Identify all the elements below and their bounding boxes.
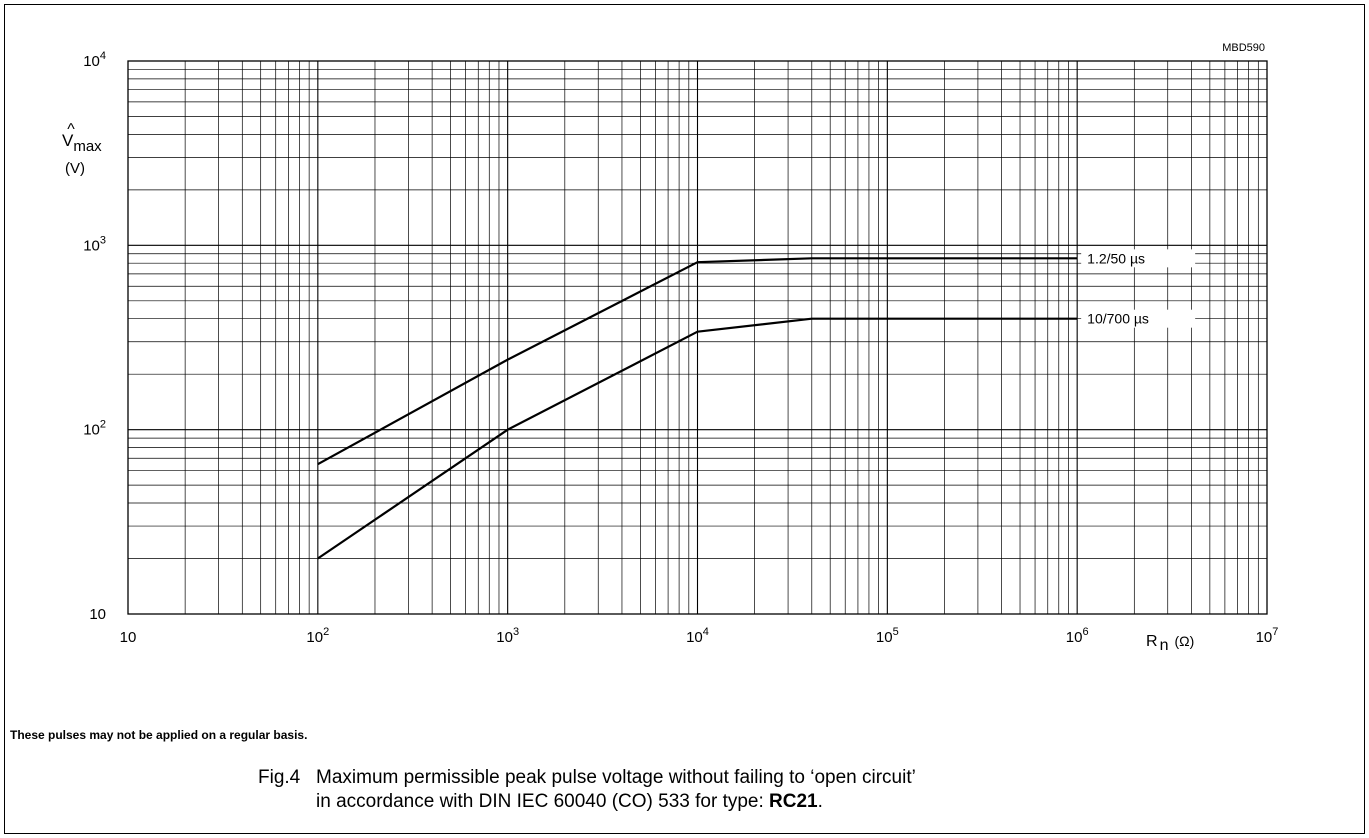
caption-line-2: in accordance with DIN IEC 60040 (CO) 53… xyxy=(316,790,1116,814)
series-label-1: 1.2/50 µs xyxy=(1087,250,1145,266)
x-tick-exp: 2 xyxy=(323,626,329,638)
y-tick-exp: 2 xyxy=(100,419,106,431)
chart-code: MBD590 xyxy=(1222,42,1265,54)
figure-frame xyxy=(4,4,1365,834)
x-tick-base: 10 xyxy=(1066,629,1083,646)
series-label-bg xyxy=(1081,249,1196,268)
x-tick-label: 103 xyxy=(496,626,519,646)
x-tick-label: 107 xyxy=(1256,626,1279,646)
x-tick-exp: 4 xyxy=(703,626,709,638)
series-line-1 xyxy=(317,257,1078,466)
chart-grid xyxy=(128,61,1267,614)
y-tick-base: 10 xyxy=(83,422,100,439)
x-tick-base: 10 xyxy=(496,629,513,646)
y-tick-base: 10 xyxy=(83,237,100,254)
x-tick-label: 10 xyxy=(120,629,137,646)
series-label-2: 10/700 µs xyxy=(1087,311,1149,327)
y-tick-exp: 3 xyxy=(100,234,106,246)
x-tick-base: 10 xyxy=(306,629,323,646)
x-tick-exp: 6 xyxy=(1082,626,1088,638)
x-tick-label: 102 xyxy=(306,626,329,646)
caption-line-2-suffix: . xyxy=(817,791,823,812)
x-tick-exp: 5 xyxy=(893,626,899,638)
y-tick-label: 103 xyxy=(83,234,106,254)
caption-type: RC21 xyxy=(769,791,818,812)
y-tick-label: 104 xyxy=(83,50,106,70)
x-tick-base: 10 xyxy=(876,629,893,646)
x-tick-label: 106 xyxy=(1066,626,1089,646)
y-tick-base: 10 xyxy=(89,606,106,623)
series-line-2 xyxy=(317,317,1078,560)
y-axis-symbol: Vmax xyxy=(62,131,102,155)
y-axis-symbol-sub: max xyxy=(73,138,102,155)
y-tick-exp: 4 xyxy=(100,50,106,62)
x-tick-exp: 7 xyxy=(1272,626,1278,638)
caption-line-1: Maximum permissible peak pulse voltage w… xyxy=(316,767,916,788)
x-tick-base: 10 xyxy=(120,629,137,646)
series-label-bg xyxy=(1081,309,1196,328)
x-axis-sub: n xyxy=(1160,637,1169,654)
caption-line-2-prefix: in accordance with DIN IEC 60040 (CO) 53… xyxy=(316,791,770,812)
x-tick-base: 10 xyxy=(1256,629,1273,646)
y-axis-symbol-main: V xyxy=(62,131,74,150)
y-tick-label: 102 xyxy=(83,419,106,439)
y-axis-hat: ^ xyxy=(67,121,75,138)
y-axis-unit: (V) xyxy=(65,160,85,177)
figure-number: Fig.4 xyxy=(258,767,301,788)
y-tick-label: 10 xyxy=(89,606,106,623)
x-axis-symbol: R xyxy=(1146,633,1158,650)
x-tick-label: 105 xyxy=(876,626,899,646)
plot-border xyxy=(127,60,1268,615)
x-tick-label: 104 xyxy=(686,626,709,646)
y-tick-base: 10 xyxy=(83,53,100,70)
footnote: These pulses may not be applied on a reg… xyxy=(10,728,308,742)
x-tick-base: 10 xyxy=(686,629,703,646)
x-axis-unit: (Ω) xyxy=(1174,633,1194,649)
x-tick-exp: 3 xyxy=(513,626,519,638)
